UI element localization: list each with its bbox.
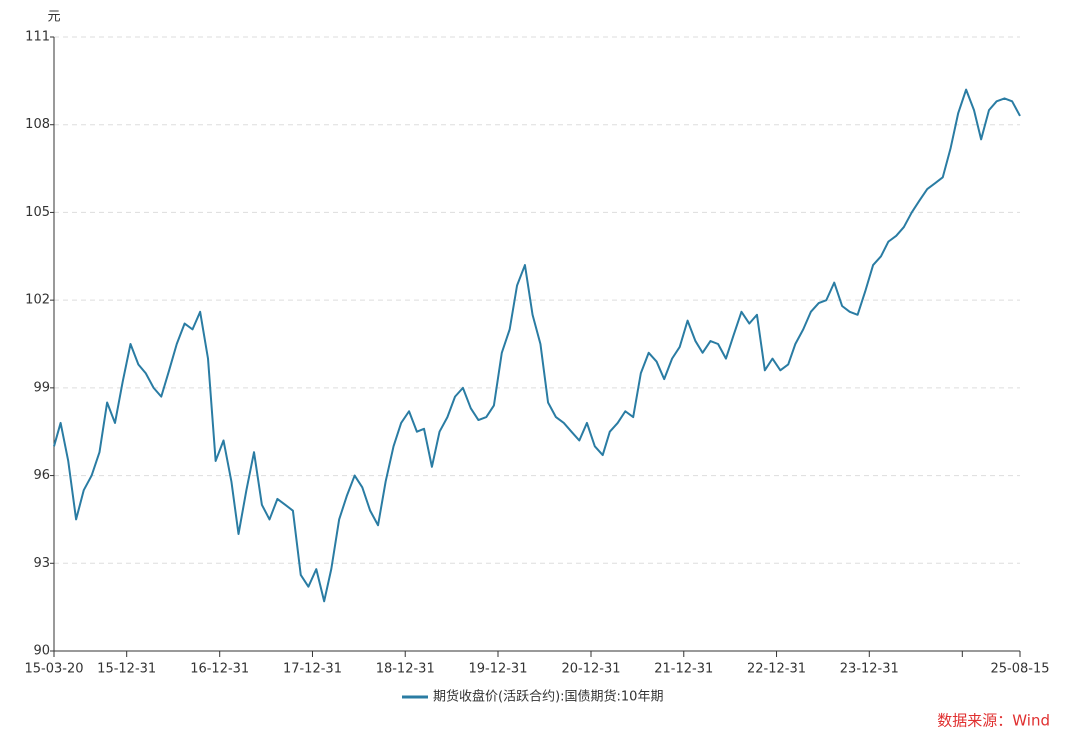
- y-unit: 元: [47, 10, 60, 25]
- x-tick-label: 23-12-31: [840, 662, 899, 677]
- x-tick-label: 15-12-31: [97, 662, 156, 677]
- x-tick-label: 17-12-31: [283, 662, 342, 677]
- x-tick-label: 15-03-20: [24, 662, 83, 677]
- x-tick-label: 19-12-31: [468, 662, 527, 677]
- y-tick-label: 105: [25, 205, 50, 220]
- x-tick-label: 18-12-31: [376, 662, 435, 677]
- y-tick-label: 93: [33, 556, 50, 571]
- x-tick-label: 25-08-15: [990, 662, 1049, 677]
- x-tick-label: 21-12-31: [654, 662, 713, 677]
- x-tick-label: 16-12-31: [190, 662, 249, 677]
- y-tick-label: 96: [33, 468, 50, 483]
- x-tick-label: 22-12-31: [747, 662, 806, 677]
- y-tick-label: 102: [25, 293, 50, 308]
- y-tick-label: 108: [25, 117, 50, 132]
- legend-label: 期货收盘价(活跃合约):国债期货:10年期: [433, 689, 663, 705]
- y-tick-label: 90: [33, 644, 50, 659]
- x-tick-label: 20-12-31: [561, 662, 620, 677]
- source: 数据来源：Wind: [937, 712, 1050, 730]
- y-tick-label: 111: [25, 30, 50, 45]
- line-series: [53, 88, 1021, 603]
- y-tick-label: 99: [33, 380, 50, 395]
